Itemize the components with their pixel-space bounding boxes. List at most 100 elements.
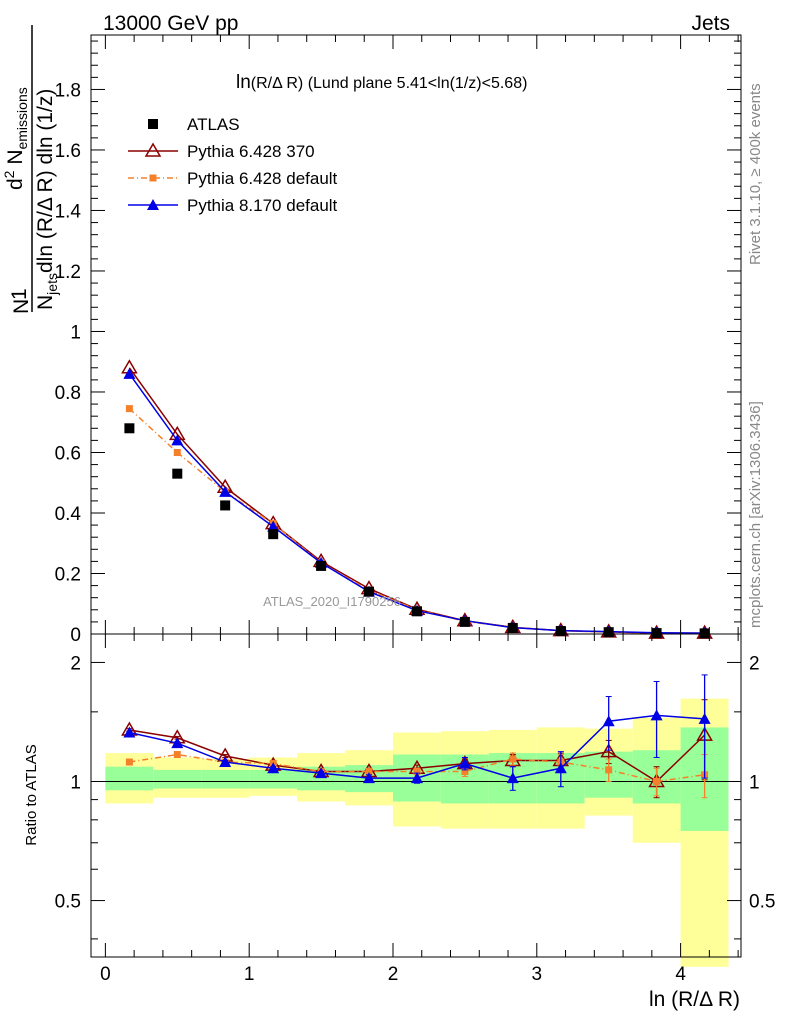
data-point-0 (699, 628, 710, 639)
data-point-3 (219, 485, 232, 497)
ratio-ytick-label-left: 1 (70, 773, 81, 794)
legend-marker-2 (149, 174, 157, 182)
ratio-point-1 (509, 755, 517, 763)
legend-marker-0 (148, 119, 158, 129)
stat-uncertainty-band (201, 769, 250, 789)
main-ytick-label: 0.6 (55, 443, 81, 464)
main-ytick-label: 1.8 (55, 80, 81, 101)
ratio-xtick-label: 0 (100, 964, 111, 985)
ylabel-den-n: N (34, 295, 57, 310)
ratio-point-2 (506, 772, 519, 784)
ylabel-numerator: 1 (8, 288, 31, 300)
analysis-watermark: ATLAS_2020_I1790256 (263, 594, 401, 609)
legend-marker-1 (144, 142, 162, 157)
ratio-point-2 (362, 772, 375, 784)
ratio-ytick-label-right: 1 (749, 773, 760, 794)
ratio-xtick-label: 1 (244, 964, 255, 985)
data-point-0 (124, 423, 135, 434)
data-point-0 (459, 616, 470, 627)
data-point-0 (507, 622, 518, 633)
data-point-3 (171, 434, 184, 446)
ylabel-den-rest: dln (R/Δ R) dln (1/z) (34, 89, 57, 273)
data-point-0 (412, 606, 423, 617)
ylabel-top-n: N (4, 150, 27, 171)
series-line-3 (128, 373, 705, 634)
main-y-label: 1 N Njetsdln (R/Δ R) dln (1/z) d2 Nemiss… (1, 25, 60, 314)
legend-label-0: ATLAS (187, 115, 240, 134)
series-line-2 (128, 408, 705, 635)
main-ytick-label: 0.8 (55, 383, 81, 404)
ratio-point-1 (125, 758, 133, 766)
rivet-label: Rivet 3.1.10, ≥ 400k events (747, 83, 764, 265)
main-title-ln: ln (236, 72, 251, 93)
stat-uncertainty-band (105, 766, 154, 791)
ratio-point-0 (600, 743, 618, 758)
ratio-point-1 (461, 767, 469, 775)
data-point-2 (125, 405, 133, 413)
ratio-xtick-label: 3 (532, 964, 543, 985)
ratio-point-1 (365, 767, 373, 775)
data-point-0 (651, 628, 662, 639)
legend-label-1: Pythia 6.428 370 (187, 142, 315, 161)
legend-label-2: Pythia 6.428 default (187, 169, 338, 188)
ylabel-emissions: emissions (14, 87, 30, 149)
collision-label: 13000 GeV pp (103, 12, 238, 35)
main-title-rest: (R/Δ R) (Lund plane 5.41<ln(1/z)<5.68) (251, 75, 528, 92)
data-point-3 (267, 520, 280, 532)
ratio-ytick-label-right: 0.5 (749, 892, 775, 913)
main-ytick-label: 1.6 (55, 141, 81, 162)
ratio-point-2 (267, 762, 280, 774)
legend-label-3: Pythia 8.170 default (187, 196, 338, 215)
main-ytick-label: 1.4 (55, 201, 82, 222)
ratio-ytick-label-left: 2 (70, 653, 81, 674)
data-point-2 (173, 448, 181, 456)
x-axis-label: ln (R/Δ R) (649, 988, 740, 1011)
ylabel-top: d2 Nemissions (1, 87, 30, 190)
ratio-xtick-label: 2 (388, 964, 399, 985)
ylabel-n: N (10, 299, 33, 314)
ratio-ytick-label-right: 2 (749, 653, 760, 674)
data-point-0 (603, 627, 614, 638)
process-label: Jets (691, 12, 730, 35)
ratio-point-1 (413, 767, 421, 775)
ratio-point-2 (315, 767, 328, 779)
main-panel: 0 0.2 0.4 0.6 0.8 1 1.2 1.4 1.6 1.8 ATLAS_2020_I1… (1, 25, 742, 646)
data-point-0 (363, 586, 374, 597)
data-point-0 (555, 625, 566, 636)
ratio-point-1 (173, 751, 181, 759)
data-point-0 (268, 529, 279, 540)
stat-uncertainty-band (153, 769, 202, 789)
legend-marker-3 (147, 199, 159, 210)
main-ytick-label: 0.2 (55, 564, 81, 585)
ratio-point-2 (554, 762, 567, 774)
ratio-point-2 (602, 715, 615, 727)
ratio-panel-frame (90, 633, 742, 958)
main-title: ln(R/Δ R) (Lund plane 5.41<ln(1/z)<5.68) (236, 72, 527, 93)
data-point-0 (316, 560, 327, 571)
series-line-1 (128, 367, 705, 634)
ratio-xtick-label: 4 (675, 964, 686, 985)
stat-uncertainty-band (249, 769, 298, 789)
data-point-3 (123, 367, 136, 379)
ratio-ytick-label-left: 0.5 (55, 892, 81, 913)
ratio-y-label: Ratio to ATLAS (23, 744, 40, 845)
ratio-point-2 (411, 772, 424, 784)
main-ytick-label: 0.4 (55, 504, 82, 525)
ratio-point-2 (123, 726, 136, 738)
ratio-point-2 (698, 712, 711, 724)
ratio-point-1 (653, 778, 661, 786)
ylabel-denominator: Njetsdln (R/Δ R) dln (1/z) (34, 89, 60, 310)
data-point-0 (220, 500, 231, 511)
ylabel-den-jets: jets (44, 273, 60, 296)
ratio-panel: 0 1 2 3 4 0.5 0.5 1 1 2 2 Ratio to ATLAS ln (R/Δ R… (23, 633, 775, 1011)
main-ytick-label: 1 (70, 322, 81, 343)
ratio-point-2 (650, 709, 663, 721)
mcplots-label: mcplots.cern.ch [arXiv:1306.3436] (747, 401, 764, 628)
ratio-point-2 (171, 737, 184, 749)
ylabel-sq: 2 (1, 170, 17, 178)
ylabel-d: d (4, 178, 27, 190)
main-ytick-label: 1.2 (55, 262, 81, 283)
ratio-point-2 (458, 757, 471, 769)
legend: ATLAS Pythia 6.428 370 Pythia 6.428 defaul… (128, 115, 338, 215)
